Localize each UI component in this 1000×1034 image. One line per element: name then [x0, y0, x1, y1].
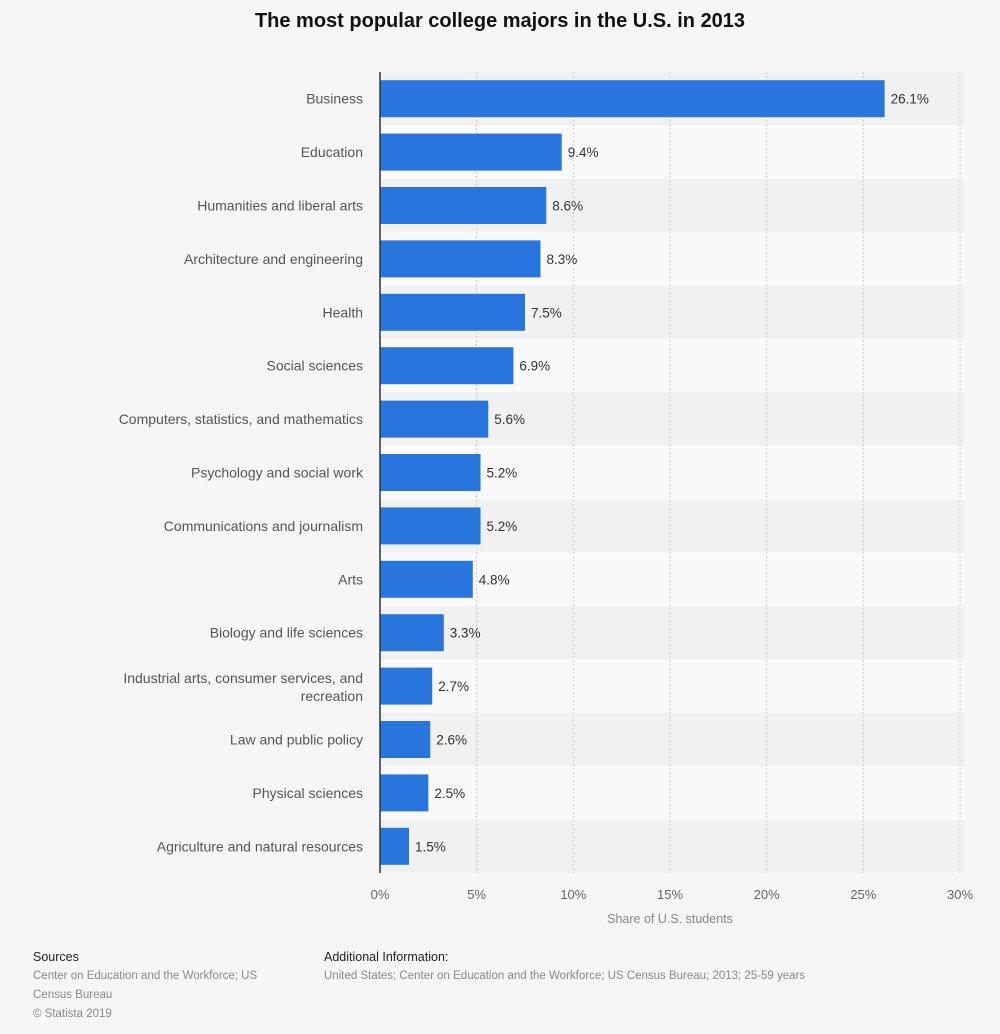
data-label: 6.9%: [519, 359, 550, 374]
bar: [380, 560, 473, 598]
data-label: 26.1%: [891, 92, 929, 107]
x-tick-label: 10%: [560, 887, 586, 902]
data-label: 2.5%: [434, 786, 465, 801]
category-label: Social sciences: [267, 358, 364, 374]
data-label: 4.8%: [479, 572, 510, 587]
category-label: Psychology and social work: [191, 465, 364, 481]
sources: Sources Center on Education and the Work…: [33, 948, 257, 1024]
category-label: Communications and journalism: [164, 518, 363, 534]
category-label: Agriculture and natural resources: [157, 838, 363, 854]
data-label: 8.6%: [552, 199, 583, 214]
row-band: [380, 659, 965, 713]
bar: [380, 614, 444, 652]
bar: [380, 80, 885, 118]
x-tick-label: 5%: [467, 887, 486, 902]
category-label: Biology and life sciences: [210, 625, 363, 641]
row-band: [380, 552, 965, 606]
sources-heading: Sources: [33, 950, 79, 964]
bar: [380, 667, 433, 705]
data-label: 1.5%: [415, 839, 446, 854]
x-tick-label: 30%: [947, 887, 973, 902]
data-label: 5.2%: [487, 519, 518, 534]
bar: [380, 507, 481, 545]
x-tick-label: 0%: [371, 887, 390, 902]
additional-information: Additional Information: United States; C…: [324, 948, 805, 986]
additional-text: United States; Center on Education and t…: [324, 970, 806, 982]
data-label: 7.5%: [531, 305, 562, 320]
bar: [380, 774, 429, 812]
bar: [380, 293, 525, 331]
bar: [380, 827, 409, 865]
category-label: Computers, statistics, and mathematics: [119, 411, 363, 427]
category-label: Business: [306, 91, 363, 107]
data-label: 9.4%: [568, 145, 599, 160]
x-axis-title: Share of U.S. students: [607, 912, 733, 926]
bar: [380, 240, 541, 278]
row-band: [380, 819, 965, 873]
bar: [380, 400, 489, 438]
bar-chart: 0% 5% 10% 15% 20% 25% 30% 26.1% Business 9.4% Educ…: [119, 72, 973, 926]
bar: [380, 347, 514, 385]
category-label: Humanities and liberal arts: [197, 198, 363, 214]
data-label: 8.3%: [546, 252, 577, 267]
row-band: [380, 606, 965, 660]
data-label: 5.6%: [494, 412, 525, 427]
copyright: © Statista 2019: [33, 1008, 112, 1020]
x-tick-label: 20%: [754, 887, 780, 902]
data-label: 2.6%: [436, 733, 467, 748]
data-label: 5.2%: [487, 466, 518, 481]
category-label: Architecture and engineering: [184, 251, 363, 267]
bar: [380, 721, 431, 758]
sources-line: Center on Education and the Workforce; U…: [33, 970, 258, 982]
category-label: Physical sciences: [253, 785, 364, 801]
bar: [380, 454, 481, 491]
row-band: [380, 766, 965, 820]
x-tick-label: 25%: [850, 887, 876, 902]
category-label: Industrial arts, consumer services, and r…: [123, 670, 363, 704]
row-band: [380, 712, 965, 767]
category-label: Health: [323, 304, 363, 320]
bar: [380, 187, 547, 224]
data-label: 3.3%: [450, 626, 481, 641]
chart-title: The most popular college majors in the U…: [254, 10, 746, 32]
data-label: 2.7%: [438, 679, 469, 694]
category-label: Law and public policy: [230, 732, 363, 748]
category-label: Arts: [338, 571, 363, 587]
x-tick-label: 15%: [657, 887, 683, 902]
category-label: Education: [301, 144, 363, 160]
additional-heading: Additional Information:: [324, 950, 449, 964]
bar: [380, 133, 562, 171]
sources-line: Census Bureau: [33, 989, 113, 1001]
